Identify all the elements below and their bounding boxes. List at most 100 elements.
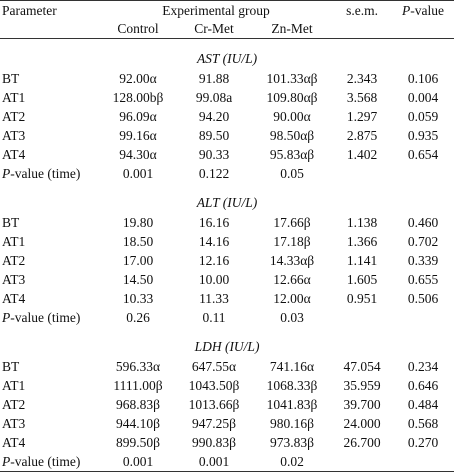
value-cell: 947.25β xyxy=(192,415,236,431)
value-cell xyxy=(332,452,392,472)
value-cell: 1013.66β xyxy=(188,396,240,412)
value-cell: 0.122 xyxy=(198,165,230,181)
data-row: AT3 944.10β 947.25β 980.16β 24.000 0.568 xyxy=(0,414,454,433)
value-cell: 89.50 xyxy=(198,127,230,143)
value-cell: 1.141 xyxy=(346,252,378,268)
value-cell: 14.50 xyxy=(122,271,154,287)
row-label: AT2 xyxy=(2,252,26,268)
value-cell: 90.00α xyxy=(273,108,311,124)
row-label: AT4 xyxy=(2,434,26,450)
row-label: AT1 xyxy=(2,89,26,105)
data-row: P-value (time) 0.001 0.122 0.05 xyxy=(0,164,454,183)
value-cell: 0.05 xyxy=(280,165,304,181)
value-cell: 990.83β xyxy=(192,434,236,450)
data-row: AT4 10.33 11.33 12.00α 0.951 0.506 xyxy=(0,289,454,308)
header-cell xyxy=(332,20,393,39)
value-cell: 47.054 xyxy=(343,358,381,374)
value-cell: 24.000 xyxy=(343,415,381,431)
header-cell: s.e.m. xyxy=(346,3,378,18)
value-cell: 91.88 xyxy=(198,70,230,86)
value-cell: 19.80 xyxy=(122,214,154,230)
row-label: AT2 xyxy=(2,396,26,412)
value-cell: 0.001 xyxy=(198,453,230,469)
value-cell: 128.00bβ xyxy=(112,89,164,105)
value-cell: 0.270 xyxy=(407,434,439,450)
value-cell: 0.339 xyxy=(407,252,439,268)
header-cell xyxy=(0,20,100,39)
value-cell: 12.00α xyxy=(273,290,311,306)
row-label: AT3 xyxy=(2,127,26,143)
value-cell: 109.80αβ xyxy=(266,89,318,105)
header-cell: Experimental group xyxy=(162,3,270,18)
header-cell: Control xyxy=(100,20,176,39)
row-label: P-value (time) xyxy=(2,453,81,469)
data-row: AT3 14.50 10.00 12.66α 1.605 0.655 xyxy=(0,270,454,289)
value-cell: 0.655 xyxy=(407,271,439,287)
value-cell: 94.30α xyxy=(119,146,157,162)
value-cell: 39.700 xyxy=(343,396,381,412)
value-cell: 99.16α xyxy=(119,127,157,143)
value-cell: 18.50 xyxy=(122,233,154,249)
header-cell xyxy=(392,20,454,39)
value-cell: 90.33 xyxy=(198,146,230,162)
value-cell: 14.16 xyxy=(198,233,230,249)
value-cell: 16.16 xyxy=(198,214,230,230)
row-label: BT xyxy=(2,358,20,374)
value-cell: 0.568 xyxy=(407,415,439,431)
data-row: AT1 128.00bβ 99.08a 109.80αβ 3.568 0.004 xyxy=(0,88,454,107)
data-row: P-value (time) 0.26 0.11 0.03 xyxy=(0,308,454,327)
value-cell: 596.33α xyxy=(115,358,161,374)
value-cell: 0.03 xyxy=(280,309,304,325)
value-cell: 96.09α xyxy=(119,108,157,124)
data-row: AT4 94.30α 90.33 95.83αβ 1.402 0.654 xyxy=(0,145,454,164)
value-cell: 980.16β xyxy=(270,415,314,431)
value-cell: 12.16 xyxy=(198,252,230,268)
value-cell: 968.83β xyxy=(116,396,160,412)
section-title: AST (IU/L) xyxy=(196,51,258,66)
section-row: ALT (IU/L) xyxy=(0,183,454,213)
value-cell: 10.33 xyxy=(122,290,154,306)
row-label: AT3 xyxy=(2,415,26,431)
value-cell xyxy=(332,164,392,183)
value-cell: 17.00 xyxy=(122,252,154,268)
value-cell: 12.66α xyxy=(273,271,311,287)
value-cell: 0.004 xyxy=(407,89,439,105)
value-cell: 26.700 xyxy=(343,434,381,450)
value-cell: 0.506 xyxy=(407,290,439,306)
value-cell: 0.951 xyxy=(346,290,378,306)
data-row: AT2 96.09α 94.20 90.00α 1.297 0.059 xyxy=(0,107,454,126)
value-cell xyxy=(332,308,392,327)
value-cell: 899.50β xyxy=(116,434,160,450)
value-cell: 1.138 xyxy=(346,214,378,230)
value-cell: 0.106 xyxy=(407,70,439,86)
value-cell: 0.460 xyxy=(407,214,439,230)
value-cell: 0.001 xyxy=(122,165,154,181)
value-cell: 741.16α xyxy=(269,358,315,374)
row-label: BT xyxy=(2,214,20,230)
data-row: AT1 1111.00β 1043.50β 1068.33β 35.959 0.646 xyxy=(0,376,454,395)
value-cell: 0.234 xyxy=(407,358,439,374)
row-label: P-value (time) xyxy=(2,309,81,325)
value-cell: 92.00α xyxy=(119,70,157,86)
value-cell: 1.402 xyxy=(346,146,378,162)
value-cell: 1068.33β xyxy=(266,377,318,393)
section-title: LDH (IU/L) xyxy=(194,339,260,354)
value-cell: 944.10β xyxy=(116,415,160,431)
value-cell: 98.50αβ xyxy=(269,127,315,143)
value-cell: 95.83αβ xyxy=(269,146,315,162)
value-cell: 973.83β xyxy=(270,434,314,450)
value-cell: 0.059 xyxy=(407,108,439,124)
row-label: AT1 xyxy=(2,377,26,393)
data-row: BT 596.33α 647.55α 741.16α 47.054 0.234 xyxy=(0,357,454,376)
value-cell: 1111.00β xyxy=(113,377,163,393)
row-label: BT xyxy=(2,70,20,86)
header-cell: Cr-Met xyxy=(176,20,252,39)
value-cell: 0.11 xyxy=(202,309,226,325)
value-cell: 1.366 xyxy=(346,233,378,249)
data-row: AT3 99.16α 89.50 98.50αβ 2.875 0.935 xyxy=(0,126,454,145)
header-cell: P-value xyxy=(402,3,444,18)
row-label: AT2 xyxy=(2,108,26,124)
value-cell: 11.33 xyxy=(199,290,229,306)
header-cell: Parameter xyxy=(2,3,57,18)
